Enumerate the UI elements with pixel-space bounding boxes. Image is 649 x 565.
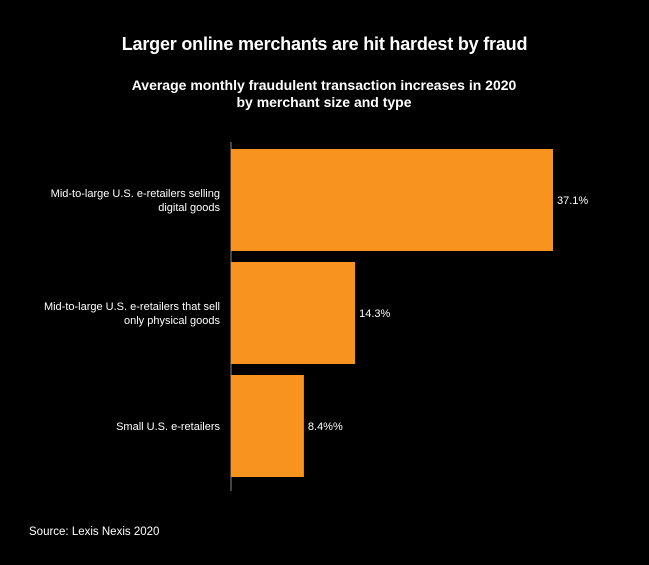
data-label-1: 37.1% (557, 195, 588, 207)
bar-2 (231, 262, 356, 364)
source-note: Source: Lexis Nexis 2020 (29, 526, 160, 538)
bar-1 (231, 149, 553, 251)
category-label-1: Mid-to-large U.S. e-retailers selling dig… (51, 188, 221, 214)
data-label-3: 8.4%% (308, 421, 343, 433)
category-label-2: Mid-to-large U.S. e-retailers that sell o… (44, 301, 221, 327)
category-label-3: Small U.S. e-retailers (116, 421, 220, 433)
chart-title: Larger online merchants are hit hardest … (121, 34, 528, 54)
data-label-2: 14.3% (359, 308, 390, 320)
bar-3 (231, 375, 304, 477)
chart-subtitle: Average monthly fraudulent transaction i… (131, 77, 517, 110)
